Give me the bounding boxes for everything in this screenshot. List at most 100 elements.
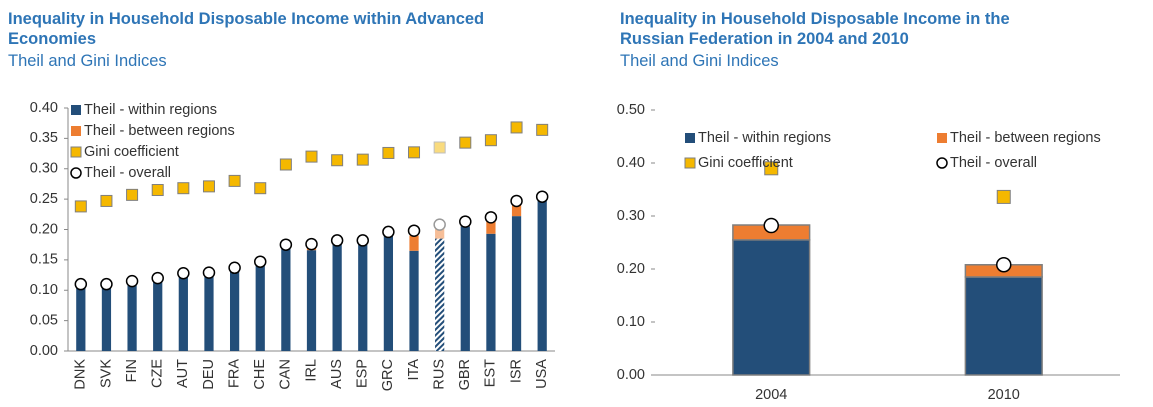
overall-marker	[151, 271, 164, 285]
x-tick-label: ISR	[508, 359, 524, 383]
legend-marker	[71, 126, 81, 136]
y-tick-label: 0.15	[30, 252, 58, 268]
y-tick-label: 0.20	[30, 221, 58, 237]
legend-marker	[936, 157, 948, 169]
bar	[281, 248, 291, 351]
x-tick-label: 2010	[988, 387, 1020, 403]
gini-marker	[382, 146, 395, 159]
overall-marker	[305, 237, 318, 251]
x-tick-label: CZE	[150, 359, 166, 388]
y-tick-label: 0.05	[30, 312, 58, 328]
bar	[229, 270, 240, 351]
x-tick-label: ESP	[355, 359, 371, 388]
gini-marker	[305, 150, 318, 163]
bar	[460, 226, 470, 351]
x-tick-label: FRA	[226, 359, 242, 388]
bar	[178, 275, 188, 351]
bar	[537, 200, 547, 351]
gini-marker	[254, 182, 267, 195]
bar	[486, 233, 496, 351]
bar	[732, 239, 811, 376]
bar	[255, 264, 265, 351]
legend-label: Theil - between regions	[950, 130, 1101, 146]
overall-marker	[433, 218, 446, 231]
gini-marker	[356, 153, 369, 166]
gini-marker	[996, 189, 1011, 204]
x-tick-label: IRL	[303, 359, 319, 382]
gini-marker	[408, 146, 421, 159]
gini-marker	[484, 134, 497, 147]
bar	[358, 244, 368, 351]
bar	[511, 205, 522, 217]
gini-marker	[202, 180, 215, 193]
legend-marker	[70, 167, 82, 179]
gini-marker	[74, 200, 87, 213]
gini-marker	[100, 194, 113, 207]
overall-marker	[330, 234, 344, 247]
x-tick-label: AUT	[175, 359, 191, 388]
overall-marker	[407, 224, 421, 237]
bar	[409, 250, 419, 351]
overall-marker	[484, 211, 498, 224]
y-tick-label: 0.35	[30, 130, 58, 146]
y-tick-label: 0.20	[617, 261, 645, 277]
overall-marker	[763, 217, 779, 234]
x-tick-label: DNK	[73, 359, 89, 390]
y-tick-label: 0.10	[617, 314, 645, 330]
y-tick-label: 0.10	[30, 282, 58, 298]
chart-subtitle: Theil and Gini Indices	[8, 52, 167, 70]
chart-title: Inequality in Household Disposable Incom…	[8, 10, 485, 48]
gini-marker	[459, 136, 472, 149]
y-tick-label: 0.30	[617, 208, 645, 224]
x-tick-label: GBR	[457, 359, 473, 390]
legend-label: Theil - within regions	[698, 130, 831, 146]
legend-label: Gini coefficient	[698, 155, 793, 171]
x-tick-label: EST	[483, 359, 499, 387]
y-tick-label: 0.00	[617, 367, 645, 383]
x-tick-label: RUS	[431, 359, 447, 390]
overall-marker	[535, 190, 549, 203]
y-tick-label: 0.25	[30, 191, 58, 207]
x-tick-label: 2004	[755, 387, 787, 403]
overall-marker	[996, 257, 1012, 273]
y-tick-label: 0.40	[617, 155, 645, 171]
legend-label: Gini coefficient	[84, 144, 179, 160]
x-tick-label: ITA	[406, 359, 422, 381]
x-tick-label: DEU	[201, 359, 217, 390]
x-tick-label: CAN	[278, 359, 294, 390]
x-tick-label: GRC	[380, 359, 396, 391]
gini-marker	[331, 154, 344, 167]
legend-marker	[685, 133, 695, 143]
gini-marker	[228, 174, 241, 187]
overall-marker	[253, 255, 267, 268]
gini-marker	[510, 121, 523, 134]
x-tick-label: FIN	[124, 359, 140, 382]
overall-marker	[228, 261, 241, 275]
gini-marker	[433, 141, 446, 154]
bar	[435, 238, 445, 351]
x-tick-label: USA	[534, 359, 550, 389]
x-tick-label: CHE	[252, 359, 268, 390]
bar	[332, 243, 342, 351]
legend-marker	[937, 133, 947, 143]
gini-marker	[279, 158, 292, 171]
y-tick-label: 0.30	[30, 161, 58, 177]
overall-marker	[279, 238, 293, 251]
bar	[964, 276, 1043, 376]
overall-marker	[125, 274, 139, 288]
gini-marker	[536, 123, 549, 136]
x-tick-label: SVK	[98, 359, 114, 388]
x-tick-label: AUS	[329, 359, 345, 389]
bar	[76, 285, 86, 351]
gini-marker	[177, 182, 190, 195]
bar	[383, 235, 394, 351]
overall-marker	[74, 277, 88, 291]
legend-label: Theil - overall	[84, 165, 171, 181]
y-tick-label: 0.40	[30, 100, 58, 116]
bar	[127, 284, 137, 351]
bar	[409, 235, 419, 251]
chart-title: Inequality in Household Disposable Incom…	[620, 10, 1010, 48]
overall-marker	[510, 194, 523, 208]
